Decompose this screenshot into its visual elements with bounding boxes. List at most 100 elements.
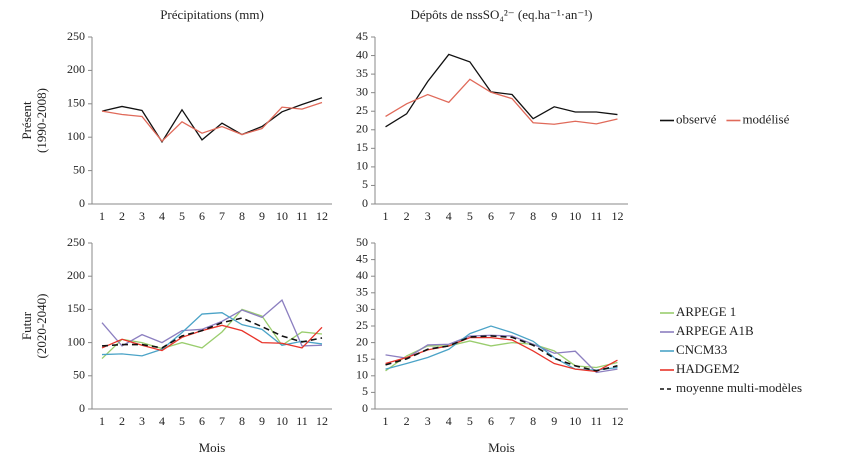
y-tick-label: 100 bbox=[67, 334, 85, 348]
series-line bbox=[385, 334, 618, 374]
y-tick-label: 40 bbox=[356, 268, 368, 282]
x-tick-label: 2 bbox=[404, 209, 410, 223]
y-tick-label: 35 bbox=[356, 66, 368, 80]
x-tick-label: 9 bbox=[551, 209, 557, 223]
x-tick-label: 9 bbox=[551, 414, 557, 428]
x-tick-label: 4 bbox=[446, 209, 452, 223]
x-tick-label: 1 bbox=[383, 414, 389, 428]
series-line bbox=[101, 97, 323, 144]
y-tick-label: 40 bbox=[356, 47, 368, 61]
x-tick-label: 9 bbox=[259, 209, 265, 223]
x-tick-label: 8 bbox=[239, 209, 245, 223]
x-tick-label: 5 bbox=[467, 414, 473, 428]
series-line bbox=[101, 299, 323, 347]
x-tick-label: 5 bbox=[179, 209, 185, 223]
y-axis-label: Présent(1990-2008) bbox=[19, 88, 49, 153]
legend-label: ARPEGE 1 bbox=[676, 304, 736, 319]
y-tick-label: 15 bbox=[356, 140, 368, 154]
y-tick-label: 150 bbox=[67, 301, 85, 315]
y-tick-label: 0 bbox=[79, 401, 85, 415]
x-tick-label: 12 bbox=[611, 209, 623, 223]
x-tick-label: 2 bbox=[119, 209, 125, 223]
legend-label: moyenne multi-modèles bbox=[676, 380, 802, 395]
x-tick-label: 4 bbox=[446, 414, 452, 428]
x-tick-label: 12 bbox=[316, 414, 328, 428]
x-tick-label: 10 bbox=[569, 209, 581, 223]
series-line bbox=[385, 53, 618, 128]
x-tick-label: 4 bbox=[159, 414, 165, 428]
x-tick-label: 3 bbox=[425, 209, 431, 223]
legend-label: observé bbox=[676, 111, 717, 126]
y-tick-label: 50 bbox=[73, 162, 85, 176]
y-tick-label: 250 bbox=[67, 235, 85, 249]
y-tick-label: 200 bbox=[67, 62, 85, 76]
y-tick-label: 35 bbox=[356, 285, 368, 299]
y-axis-label-line: (1990-2008) bbox=[34, 88, 49, 153]
y-tick-label: 50 bbox=[73, 368, 85, 382]
x-tick-label: 12 bbox=[611, 414, 623, 428]
x-tick-label: 11 bbox=[296, 209, 308, 223]
y-tick-label: 5 bbox=[362, 384, 368, 398]
y-tick-label: 25 bbox=[356, 103, 368, 117]
x-tick-label: 6 bbox=[199, 414, 205, 428]
y-tick-label: 10 bbox=[356, 159, 368, 173]
y-tick-label: 10 bbox=[356, 368, 368, 382]
y-tick-label: 20 bbox=[356, 334, 368, 348]
x-tick-label: 2 bbox=[119, 414, 125, 428]
legend-label: modélisé bbox=[742, 111, 789, 126]
y-axis-label-line: (2020-2040) bbox=[34, 294, 49, 359]
y-tick-label: 30 bbox=[356, 84, 368, 98]
x-tick-label: 11 bbox=[591, 414, 603, 428]
x-tick-label: 11 bbox=[296, 414, 308, 428]
y-tick-label: 5 bbox=[362, 177, 368, 191]
x-tick-label: 10 bbox=[276, 414, 288, 428]
x-tick-label: 6 bbox=[488, 209, 494, 223]
x-tick-label: 12 bbox=[316, 209, 328, 223]
x-tick-label: 3 bbox=[425, 414, 431, 428]
legend-label: CNCM33 bbox=[676, 342, 727, 357]
series-line bbox=[385, 335, 618, 372]
x-tick-label: 10 bbox=[276, 209, 288, 223]
y-tick-label: 100 bbox=[67, 129, 85, 143]
y-axis-label-line: Présent bbox=[19, 101, 34, 140]
series-line bbox=[385, 78, 618, 125]
series-line bbox=[385, 325, 618, 371]
y-tick-label: 25 bbox=[356, 318, 368, 332]
y-axis-label-line: Futur bbox=[19, 311, 34, 340]
x-tick-label: 3 bbox=[139, 209, 145, 223]
series-line bbox=[385, 340, 618, 372]
x-axis-label: Mois bbox=[199, 440, 226, 455]
x-tick-label: 10 bbox=[569, 414, 581, 428]
series-line bbox=[101, 101, 323, 143]
x-tick-label: 8 bbox=[530, 414, 536, 428]
x-tick-label: 1 bbox=[99, 414, 105, 428]
x-tick-label: 5 bbox=[467, 209, 473, 223]
y-tick-label: 200 bbox=[67, 268, 85, 282]
y-tick-label: 0 bbox=[362, 401, 368, 415]
y-axis-label: Futur(2020-2040) bbox=[19, 294, 49, 359]
series-line bbox=[101, 312, 323, 357]
y-tick-label: 20 bbox=[356, 122, 368, 136]
x-tick-label: 7 bbox=[509, 209, 515, 223]
y-tick-label: 45 bbox=[356, 29, 368, 43]
series-line bbox=[101, 324, 323, 352]
x-tick-label: 5 bbox=[179, 414, 185, 428]
y-tick-label: 250 bbox=[67, 29, 85, 43]
x-tick-label: 4 bbox=[159, 209, 165, 223]
legend-label: ARPEGE A1B bbox=[676, 323, 754, 338]
x-tick-label: 7 bbox=[219, 414, 225, 428]
x-tick-label: 8 bbox=[530, 209, 536, 223]
y-tick-label: 45 bbox=[356, 251, 368, 265]
legend-label: HADGEM2 bbox=[676, 361, 740, 376]
x-tick-label: 6 bbox=[199, 209, 205, 223]
x-tick-label: 8 bbox=[239, 414, 245, 428]
panel-title: Précipitations (mm) bbox=[160, 7, 264, 22]
y-tick-label: 150 bbox=[67, 96, 85, 110]
y-tick-label: 50 bbox=[356, 235, 368, 249]
panel-title: Dépôts de nssSO₄²⁻ (eq.ha⁻¹·an⁻¹) bbox=[411, 7, 593, 22]
x-tick-label: 7 bbox=[509, 414, 515, 428]
x-tick-label: 1 bbox=[99, 209, 105, 223]
x-tick-label: 2 bbox=[404, 414, 410, 428]
x-tick-label: 3 bbox=[139, 414, 145, 428]
series-line bbox=[101, 308, 323, 360]
